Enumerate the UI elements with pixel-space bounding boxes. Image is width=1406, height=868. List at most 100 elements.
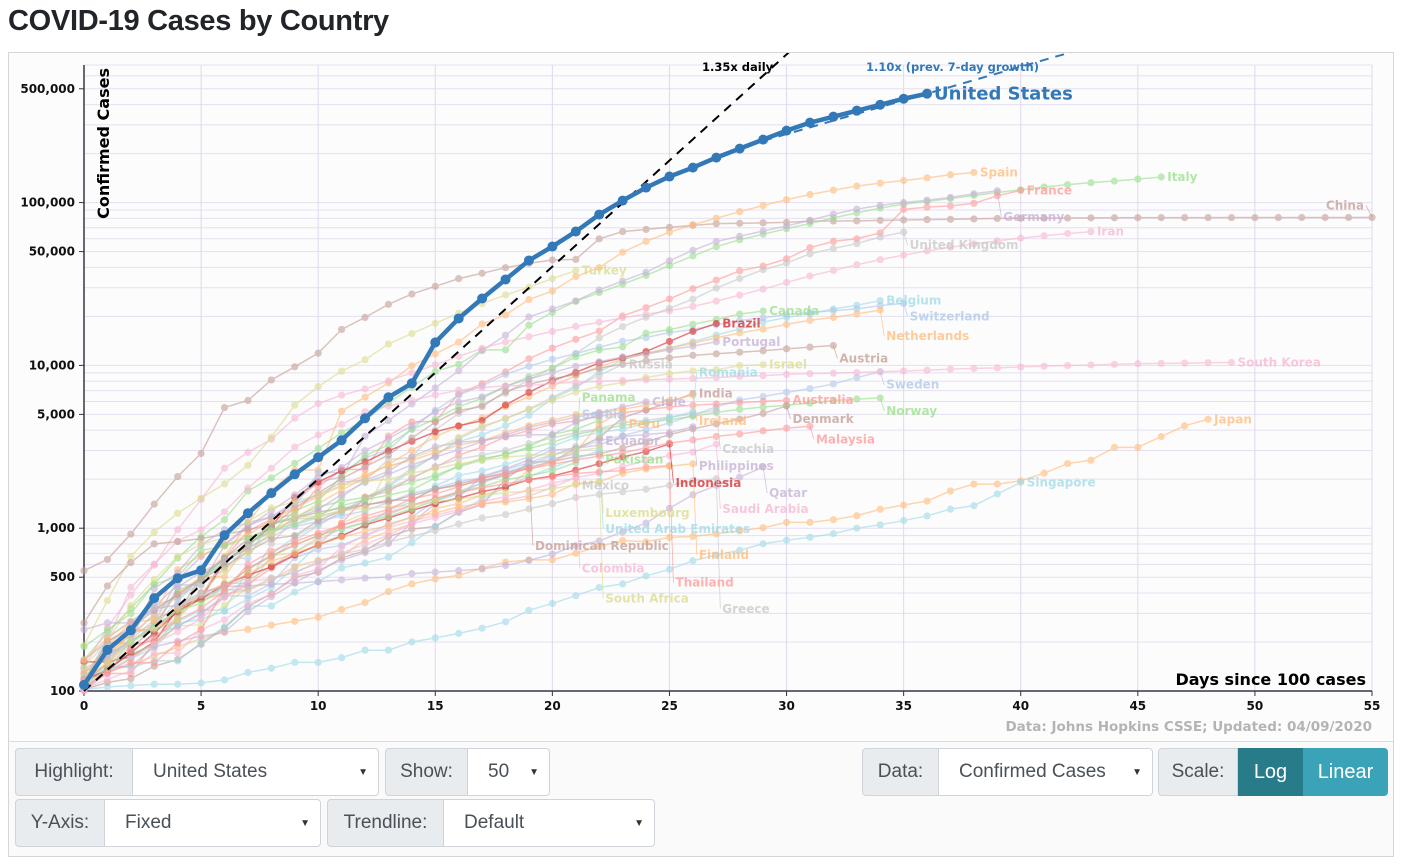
data-point <box>267 580 275 588</box>
data-point <box>244 608 252 616</box>
data-point <box>314 577 322 586</box>
data-point <box>993 214 1001 223</box>
series-label-group: Portugal <box>722 335 780 349</box>
data-point <box>548 396 556 405</box>
data-point <box>595 346 603 354</box>
data-point <box>665 375 674 383</box>
label-leader-line <box>575 477 581 569</box>
x-tick-label: 20 <box>544 699 561 713</box>
label-leader-line <box>669 465 674 583</box>
data-point <box>150 500 158 508</box>
data-point <box>759 285 767 293</box>
y-axis-select[interactable]: Fixed ▼ <box>105 799 321 847</box>
data-point <box>1017 363 1025 371</box>
data-point <box>736 415 744 423</box>
series-line <box>83 230 1092 669</box>
data-point <box>127 659 135 667</box>
data-point <box>595 468 603 476</box>
data-point <box>829 380 837 388</box>
data-point <box>338 391 346 399</box>
data-point <box>665 414 674 422</box>
data-point <box>431 465 439 473</box>
data-point <box>853 512 861 520</box>
data-point <box>455 446 463 454</box>
data-point <box>150 680 158 688</box>
data-point <box>642 406 650 414</box>
show-select[interactable]: 50 ▼ <box>468 748 550 796</box>
data-point <box>829 210 837 218</box>
data-point <box>478 269 486 277</box>
x-tick-label: 40 <box>1012 699 1029 713</box>
data-point <box>1181 359 1189 367</box>
data-point <box>478 417 486 425</box>
series-china <box>80 213 1376 575</box>
data-point <box>478 431 486 439</box>
data-point <box>572 378 580 386</box>
data-point <box>665 451 674 460</box>
data-point <box>1157 432 1165 441</box>
series-label-group: Pakistan <box>598 420 663 466</box>
data-select[interactable]: Confirmed Cases ▼ <box>939 748 1153 796</box>
data-point <box>384 491 393 499</box>
data-point <box>619 337 627 345</box>
data-point <box>1063 214 1072 222</box>
data-point <box>361 477 369 485</box>
data-point <box>736 399 744 407</box>
data-point <box>923 247 931 255</box>
data-point <box>946 243 955 251</box>
y-tick-label: 10,000 <box>29 358 75 372</box>
data-point <box>736 219 744 227</box>
trendline-select[interactable]: Default ▼ <box>444 799 655 847</box>
y-tick-label: 500,000 <box>20 82 75 96</box>
series-label: United Kingdom <box>910 238 1019 252</box>
series-label-group: Denmark <box>786 405 855 426</box>
caret-down-icon: ▼ <box>1132 766 1142 778</box>
data-point <box>572 388 580 396</box>
data-point <box>455 566 463 575</box>
data-point <box>501 370 510 379</box>
series-label: Denmark <box>793 412 855 426</box>
data-point <box>408 495 416 503</box>
data-point <box>619 248 627 256</box>
series-label-group: United Arab Emirates <box>598 450 750 536</box>
highlight-point <box>617 195 628 206</box>
data-point <box>572 592 580 600</box>
data-point <box>642 313 650 321</box>
data-point <box>548 344 556 352</box>
highlight-point <box>430 337 441 348</box>
data-point <box>712 319 720 328</box>
data-point <box>244 461 252 469</box>
data-point <box>689 320 697 328</box>
data-point <box>1040 214 1048 222</box>
data-point <box>384 467 393 475</box>
scale-log-button[interactable]: Log <box>1238 748 1303 796</box>
scale-linear-button[interactable]: Linear <box>1303 748 1388 796</box>
data-point <box>244 534 252 542</box>
data-point <box>946 215 955 223</box>
data-point <box>431 527 439 535</box>
series-label-group: Panama <box>575 391 636 463</box>
data-point <box>548 500 556 508</box>
data-point <box>338 481 346 490</box>
data-point <box>782 320 791 329</box>
data-point <box>782 536 791 544</box>
highlight-label: Highlight: <box>15 748 133 796</box>
data-point <box>267 513 275 521</box>
data-point <box>642 376 650 384</box>
data-point <box>525 487 533 495</box>
data-point <box>829 307 837 315</box>
data-point <box>548 379 556 387</box>
data-point <box>314 557 322 566</box>
data-point <box>361 646 369 654</box>
data-point <box>1204 213 1212 222</box>
series-label-group: Saudi Arabia <box>715 444 809 516</box>
data-point <box>408 461 416 469</box>
data-point <box>150 575 158 584</box>
highlight-point <box>523 255 534 266</box>
highlight-select[interactable]: United States ▼ <box>133 748 379 796</box>
data-point <box>853 205 861 213</box>
data-point <box>525 313 533 321</box>
data-point <box>478 456 486 464</box>
data-point <box>712 432 720 441</box>
data-point <box>876 297 884 305</box>
